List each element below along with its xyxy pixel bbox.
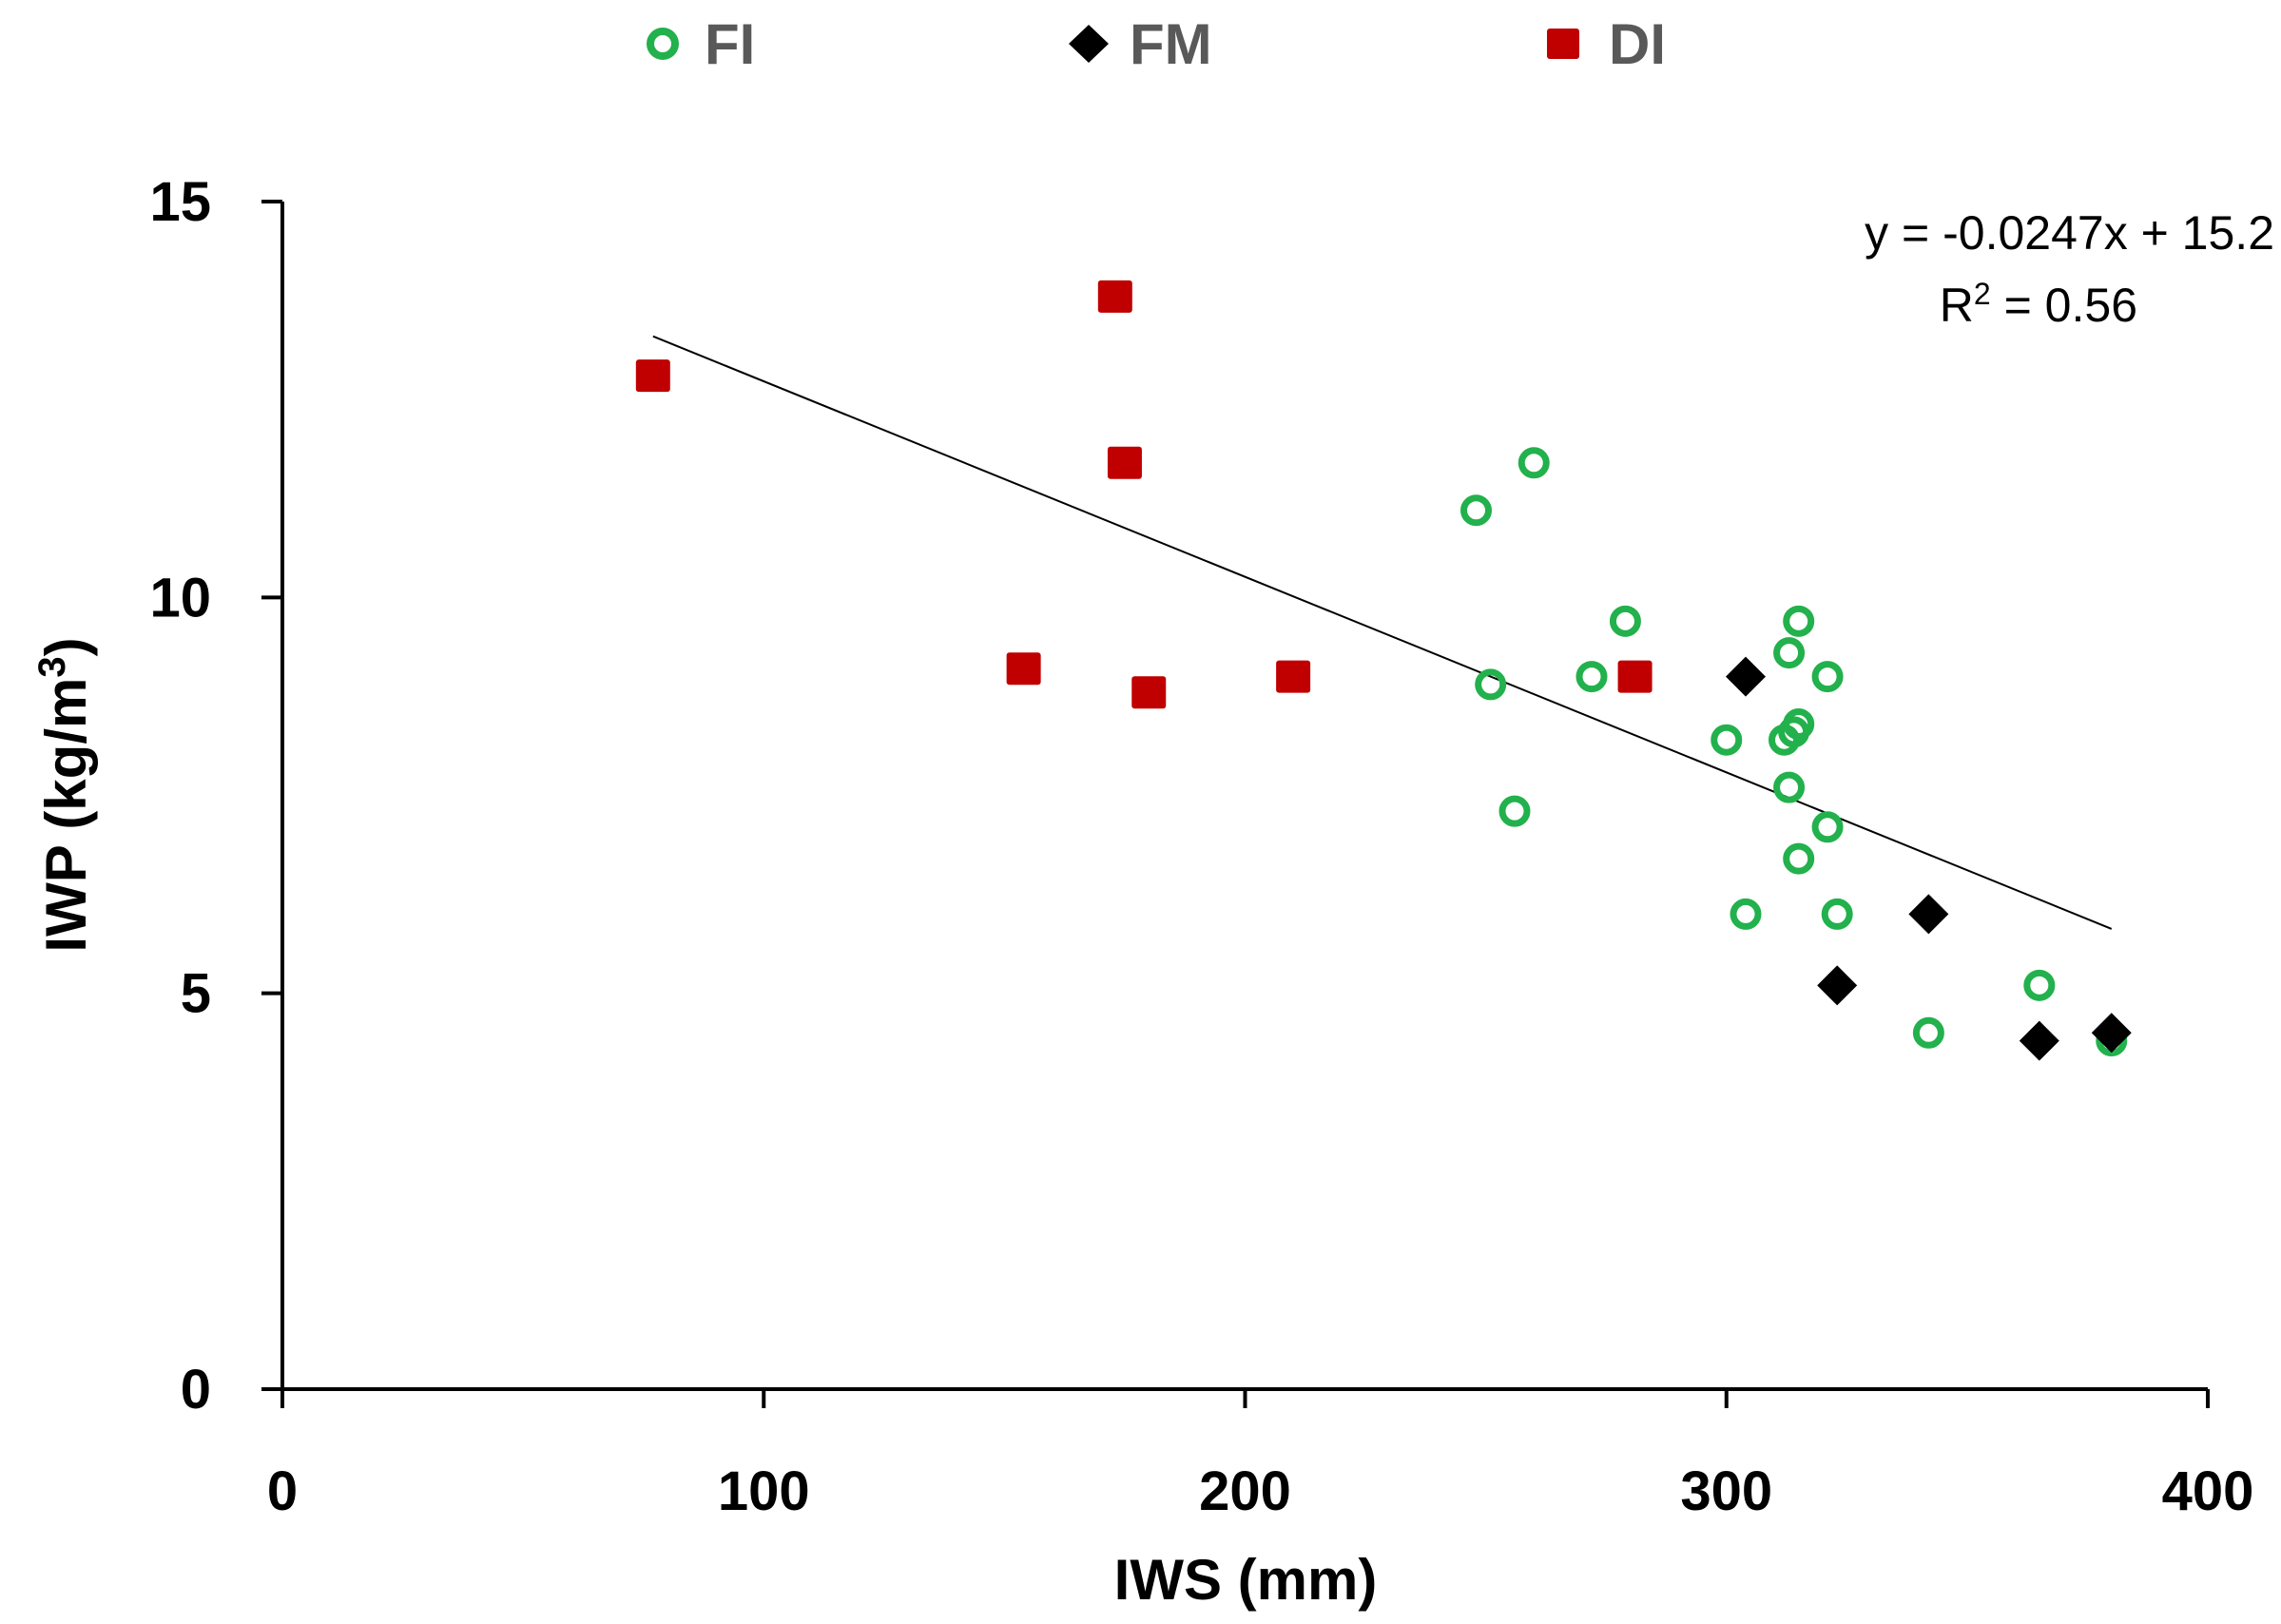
point-fi <box>1912 1016 1944 1049</box>
point-di <box>635 359 670 393</box>
point-fm <box>1908 894 1949 935</box>
point-fi <box>1783 605 1815 637</box>
point-fm <box>2091 1013 2132 1054</box>
point-di <box>1097 280 1132 313</box>
legend-marker-fi <box>647 28 679 60</box>
point-fi <box>1773 637 1806 669</box>
point-fi <box>1475 668 1507 701</box>
point-fm <box>1726 656 1766 697</box>
y-axis-title-main: IWP (kg/m <box>34 678 98 953</box>
point-di <box>1276 660 1311 693</box>
y-axis-title-end: ) <box>34 637 98 656</box>
point-fi <box>1783 842 1815 875</box>
point-fi <box>1517 447 1550 479</box>
point-di <box>1131 676 1167 709</box>
legend-item-fm: FM <box>1069 12 1212 76</box>
point-di <box>1617 660 1653 693</box>
y-axis-title-sup: 3 <box>31 656 73 677</box>
x-tick-label: 0 <box>267 1460 298 1522</box>
y-ticks: 0 5 10 15 <box>149 171 282 1421</box>
point-fm <box>2019 1020 2059 1061</box>
trendline-r2: R2 = 0.56 <box>1940 277 2137 332</box>
point-fi <box>1811 661 1844 693</box>
point-fi <box>1575 661 1608 693</box>
trendline-r2-sup: 2 <box>1974 277 1991 311</box>
trendline-equation: y = -0.0247x + 15.2 <box>1865 206 2274 260</box>
point-fi <box>1730 898 1762 930</box>
point-fm <box>1817 965 1858 1006</box>
point-fi <box>1783 708 1815 741</box>
point-fi <box>1711 724 1743 756</box>
point-fi <box>1821 898 1853 930</box>
y-tick-label: 5 <box>181 963 211 1025</box>
y-tick-label: 10 <box>149 567 211 628</box>
point-fi <box>1460 494 1492 527</box>
legend-item-fi: FI <box>647 12 755 76</box>
legend-label-di: DI <box>1609 12 1666 76</box>
point-fi <box>2023 969 2056 1001</box>
legend-marker-fm <box>1069 25 1109 63</box>
legend-label-fm: FM <box>1130 12 1212 76</box>
point-fi <box>1773 771 1806 803</box>
point-fi <box>1811 811 1844 843</box>
point-fi <box>1609 605 1641 637</box>
legend-label-fi: FI <box>705 12 755 76</box>
point-fi <box>1498 795 1531 827</box>
legend-item-di: DI <box>1547 12 1666 76</box>
x-ticks: 0 100 200 300 400 <box>267 1389 2254 1522</box>
trendline-r2-prefix: R <box>1940 279 1974 332</box>
x-tick-label: 200 <box>1199 1460 1291 1522</box>
trendline <box>652 335 2113 930</box>
data-markers <box>635 280 2132 1061</box>
legend-marker-di <box>1547 29 1579 59</box>
x-axis-title: IWS (mm) <box>1114 1548 1378 1612</box>
y-axis-title: IWP (kg/m3) <box>31 637 98 952</box>
trendline-r2-suffix: = 0.56 <box>1991 279 2137 332</box>
point-di <box>1006 652 1041 686</box>
y-tick-label: 0 <box>181 1359 211 1421</box>
point-di <box>1107 446 1142 479</box>
x-tick-label: 100 <box>718 1460 810 1522</box>
y-tick-label: 15 <box>149 171 211 233</box>
legend: FI FM DI <box>647 12 1666 76</box>
x-tick-label: 300 <box>1680 1460 1772 1522</box>
x-tick-label: 400 <box>2162 1460 2254 1522</box>
